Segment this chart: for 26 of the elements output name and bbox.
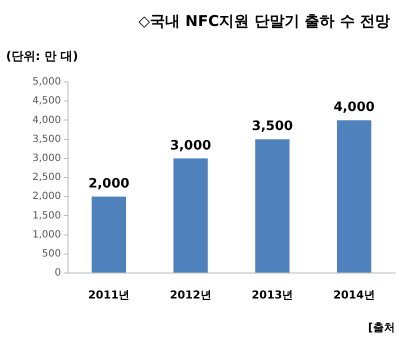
y-tick-label: 2,500 xyxy=(32,172,61,184)
data-label: 4,000 xyxy=(334,100,375,116)
y-tick-label: 5,000 xyxy=(32,76,61,88)
bar xyxy=(92,196,126,272)
y-tick-label: 2,000 xyxy=(32,191,61,202)
bar xyxy=(255,139,290,272)
y-tick-label: 500 xyxy=(42,248,61,260)
y-tick-label: 0 xyxy=(54,268,61,279)
bar xyxy=(173,158,208,272)
y-axis-title: (단위: 만 대) xyxy=(6,49,78,64)
x-tick-label: 2013년 xyxy=(252,288,294,302)
y-tick-label: 3,000 xyxy=(32,152,61,164)
y-tick-label: 4,500 xyxy=(32,96,61,107)
data-label: 2,000 xyxy=(88,176,130,192)
data-label: 3,000 xyxy=(170,138,212,154)
y-tick-label: 4,000 xyxy=(32,114,61,126)
x-tick-label: 2011년 xyxy=(88,288,130,302)
chart-title: ◇국내 NFC지원 단말기 출하 수 전망 xyxy=(138,12,390,30)
x-tick-label: 2014년 xyxy=(333,288,375,302)
x-tick-label: 2012년 xyxy=(170,288,212,302)
y-tick-label: 1,500 xyxy=(32,210,61,222)
data-label: 3,500 xyxy=(252,119,293,134)
y-tick-label: 3,500 xyxy=(32,134,61,145)
y-tick-label: 1,000 xyxy=(32,229,61,240)
bar xyxy=(336,120,372,272)
text: [출처 xyxy=(368,320,395,334)
